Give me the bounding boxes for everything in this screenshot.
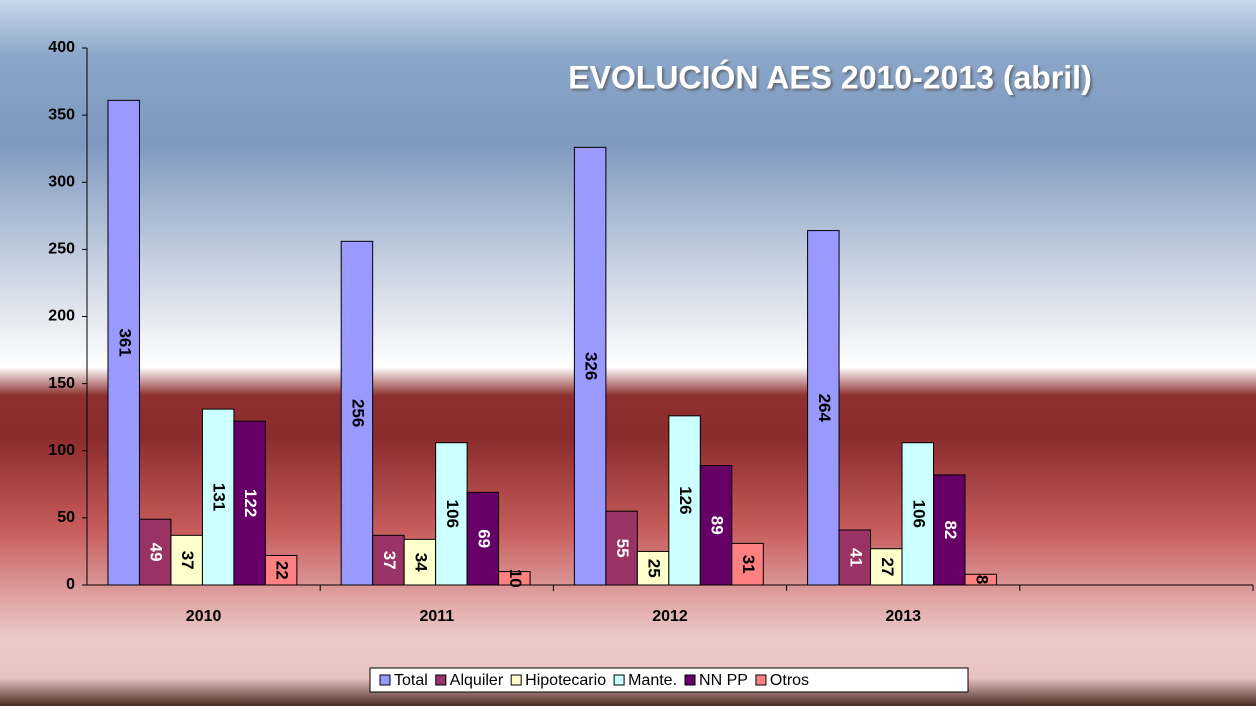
bar	[731, 542, 764, 586]
chart-title: EVOLUCIÓN AES 2010-2013 (abril)	[568, 59, 1091, 95]
y-tick-label: 200	[48, 308, 75, 325]
data-label: 27	[878, 557, 897, 576]
y-tick-label: 350	[48, 106, 75, 123]
data-label: 361	[115, 328, 134, 356]
bar	[264, 554, 298, 586]
legend-swatch	[379, 674, 391, 686]
bar	[605, 510, 638, 586]
bar	[372, 534, 405, 586]
y-tick-label: 0	[66, 576, 75, 593]
x-tick-label: 2013	[885, 608, 921, 625]
legend-swatch	[613, 674, 625, 686]
y-tick-label: 300	[48, 173, 75, 190]
data-label: 106	[909, 500, 928, 528]
legend-label: Alquiler	[450, 672, 504, 689]
y-tick-label: 150	[48, 375, 75, 392]
bar	[498, 571, 531, 586]
data-label: 126	[676, 486, 695, 514]
bar	[201, 408, 235, 586]
data-label: 8	[972, 575, 991, 584]
bar	[699, 465, 733, 586]
data-label: 34	[411, 553, 430, 572]
data-label: 37	[178, 551, 197, 570]
legend	[369, 667, 969, 693]
bar	[636, 550, 670, 586]
legend-swatch	[755, 674, 767, 686]
data-label: 326	[582, 352, 601, 380]
legend-swatch	[510, 674, 522, 686]
y-tick-label: 250	[48, 241, 75, 258]
bar	[964, 573, 997, 586]
bar	[138, 518, 172, 586]
bar	[170, 534, 203, 586]
data-label: 10	[506, 569, 525, 588]
y-tick-label: 400	[48, 39, 75, 56]
bar	[403, 538, 437, 586]
x-tick-label: 2012	[652, 608, 688, 625]
data-label: 264	[815, 394, 834, 423]
y-tick-label: 100	[48, 442, 75, 459]
legend-swatch	[684, 674, 696, 686]
bar	[233, 420, 266, 586]
bar	[668, 415, 701, 586]
data-label: 55	[613, 539, 632, 558]
data-label: 25	[645, 559, 664, 578]
data-label: 256	[348, 399, 367, 427]
legend-label: Mante.	[628, 672, 677, 689]
bar	[933, 474, 966, 586]
data-label: 37	[380, 551, 399, 570]
legend-label: Otros	[770, 672, 809, 689]
data-label: 69	[474, 529, 493, 548]
y-tick-label: 50	[57, 509, 75, 526]
bar	[901, 442, 935, 586]
x-tick-label: 2011	[419, 608, 454, 625]
legend-label: NN PP	[699, 672, 748, 689]
data-label: 49	[147, 543, 166, 562]
data-label: 131	[210, 483, 229, 511]
bar	[340, 240, 374, 586]
data-label: 82	[941, 520, 960, 539]
bar	[870, 548, 903, 586]
bar	[107, 99, 140, 586]
legend-swatch	[435, 674, 447, 686]
bar	[466, 491, 500, 586]
x-tick-label: 2010	[186, 608, 222, 625]
legend-label: Total	[394, 672, 428, 689]
legend-label: Hipotecario	[525, 672, 606, 689]
data-label: 31	[739, 555, 758, 574]
bar	[807, 230, 840, 586]
data-label: 106	[443, 500, 462, 528]
bar	[435, 442, 468, 586]
data-label: 89	[708, 516, 727, 535]
data-label: 22	[273, 561, 292, 580]
data-label: 41	[846, 548, 865, 567]
bar	[838, 529, 872, 586]
bar	[573, 146, 607, 586]
data-label: 122	[241, 489, 260, 517]
